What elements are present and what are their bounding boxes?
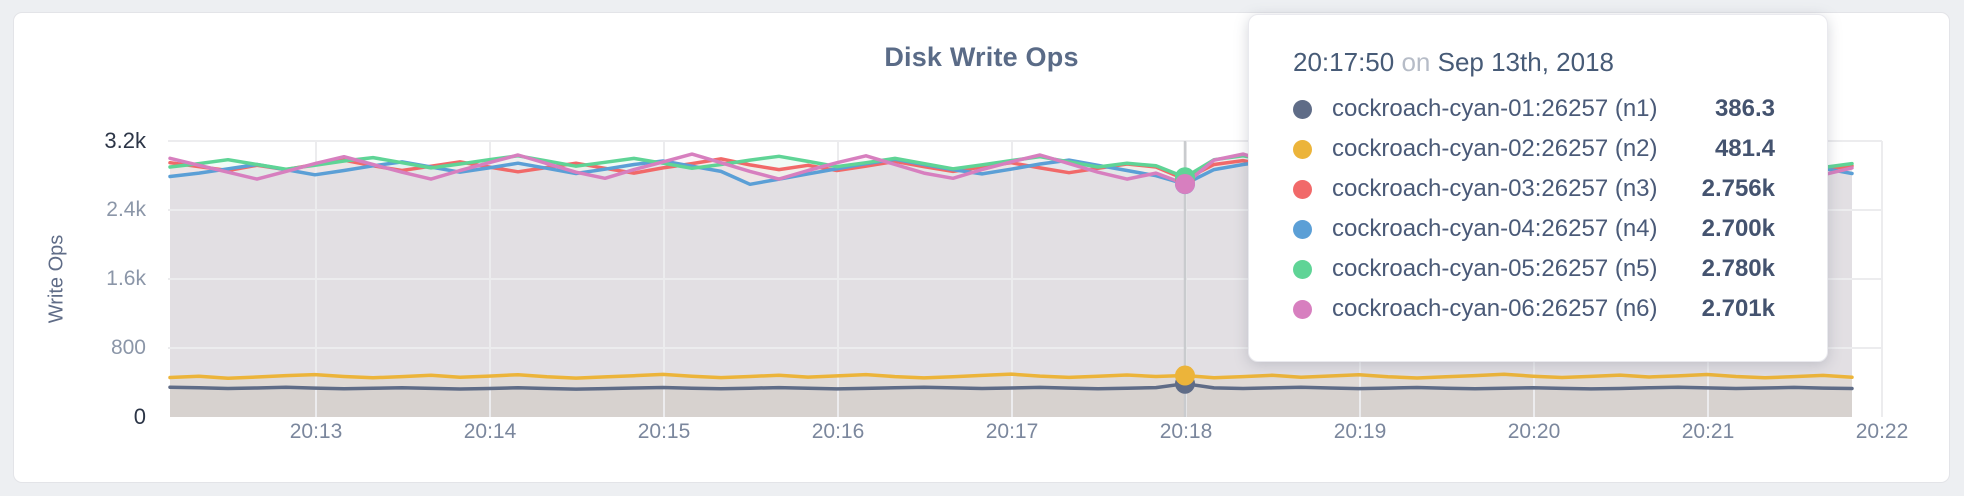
x-tick-label: 20:16 bbox=[811, 420, 865, 443]
y-tick-label: 2.4k bbox=[106, 198, 146, 221]
tooltip-series-row: cockroach-cyan-05:26257 (n5) 2.780k bbox=[1293, 249, 1781, 289]
hover-point-dot bbox=[1175, 174, 1195, 195]
series-value: 481.4 bbox=[1714, 135, 1775, 162]
tooltip-series-row: cockroach-cyan-02:26257 (n2) 481.4 bbox=[1293, 129, 1781, 169]
tooltip-series-row: cockroach-cyan-01:26257 (n1) 386.3 bbox=[1293, 89, 1781, 129]
x-tick-label: 20:14 bbox=[463, 420, 517, 443]
hover-point-dot bbox=[1175, 365, 1195, 386]
tooltip-time: 20:17:50 bbox=[1293, 47, 1395, 77]
series-line bbox=[168, 372, 1854, 380]
series-label: cockroach-cyan-03:26257 (n3) bbox=[1332, 175, 1658, 202]
series-color-dot bbox=[1293, 139, 1312, 159]
y-tick-label: 1.6k bbox=[106, 267, 146, 290]
tooltip-date: Sep 13th, 2018 bbox=[1437, 47, 1614, 77]
x-tick-label: 20:22 bbox=[1855, 420, 1909, 443]
hover-tooltip: 20:17:50 on Sep 13th, 2018 cockroach-cya… bbox=[1248, 14, 1828, 362]
tooltip-conjunction: on bbox=[1401, 47, 1431, 77]
tooltip-series-row: cockroach-cyan-03:26257 (n3) 2.756k bbox=[1293, 169, 1781, 209]
series-value: 2.780k bbox=[1701, 255, 1775, 282]
series-color-dot bbox=[1293, 219, 1312, 239]
series-value: 386.3 bbox=[1714, 95, 1775, 122]
series-color-dot bbox=[1293, 179, 1312, 199]
series-label: cockroach-cyan-05:26257 (n5) bbox=[1332, 255, 1658, 282]
tooltip-series-row: cockroach-cyan-06:26257 (n6) 2.701k bbox=[1293, 289, 1781, 329]
series-label: cockroach-cyan-02:26257 (n2) bbox=[1332, 135, 1658, 162]
series-color-dot bbox=[1293, 299, 1312, 319]
tooltip-timestamp: 20:17:50 on Sep 13th, 2018 bbox=[1293, 45, 1781, 79]
y-tick-label: 0 bbox=[133, 404, 146, 429]
x-tick-label: 20:17 bbox=[985, 420, 1039, 443]
series-value: 2.756k bbox=[1701, 175, 1775, 202]
series-label: cockroach-cyan-04:26257 (n4) bbox=[1332, 215, 1658, 242]
x-tick-label: 20:21 bbox=[1681, 420, 1735, 443]
x-tick-label: 20:19 bbox=[1333, 420, 1387, 443]
y-tick-label: 3.2k bbox=[104, 128, 146, 153]
chart-title: Disk Write Ops bbox=[884, 42, 1079, 72]
series-line bbox=[168, 381, 1854, 391]
tooltip-series-row: cockroach-cyan-04:26257 (n4) 2.700k bbox=[1293, 209, 1781, 249]
series-label: cockroach-cyan-06:26257 (n6) bbox=[1332, 295, 1658, 322]
tooltip-series-list: cockroach-cyan-01:26257 (n1) 386.3 cockroa… bbox=[1293, 89, 1781, 329]
series-value: 2.701k bbox=[1701, 295, 1775, 322]
series-value: 2.700k bbox=[1701, 215, 1775, 242]
series-color-dot bbox=[1293, 99, 1312, 119]
series-color-dot bbox=[1293, 259, 1312, 279]
y-tick-label: 800 bbox=[110, 336, 146, 359]
x-tick-label: 20:20 bbox=[1507, 420, 1561, 443]
series-label: cockroach-cyan-01:26257 (n1) bbox=[1332, 95, 1658, 122]
x-tick-label: 20:18 bbox=[1159, 420, 1213, 443]
x-tick-label: 20:15 bbox=[637, 420, 691, 443]
x-tick-label: 20:13 bbox=[289, 420, 343, 443]
